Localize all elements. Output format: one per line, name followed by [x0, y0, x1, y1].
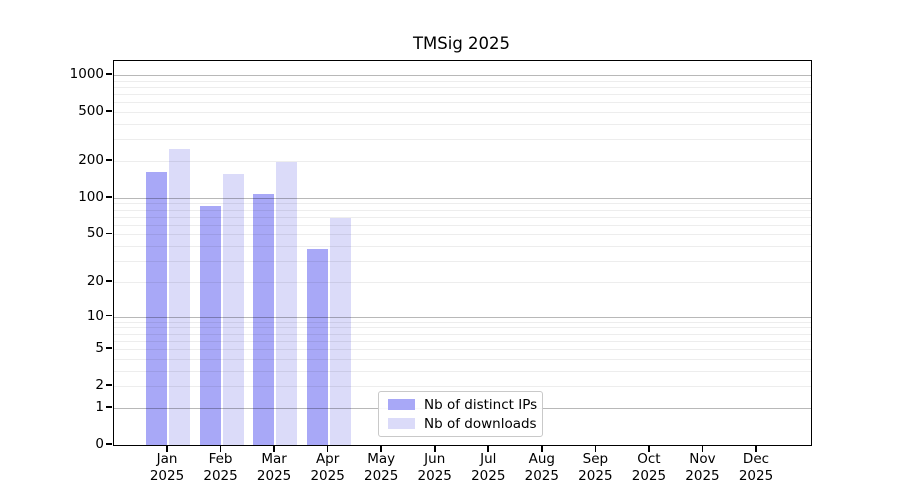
x-tick-label: Jun 2025 [417, 451, 452, 484]
x-tick-label: Sep 2025 [578, 451, 613, 484]
plot-area [113, 60, 812, 446]
x-tick-mark [755, 446, 757, 452]
gridline [114, 216, 811, 218]
x-tick-mark [487, 446, 490, 452]
gridline [114, 321, 811, 323]
y-tick-label: 100 [78, 188, 104, 205]
x-tick-mark [701, 446, 704, 452]
legend-item-downloads: Nb of downloads [388, 416, 537, 432]
y-tick-mark [106, 110, 112, 112]
y-tick-label: 200 [78, 152, 104, 168]
gridline [114, 340, 811, 342]
x-tick-label: Feb 2025 [203, 451, 238, 484]
x-tick-label: Apr 2025 [310, 451, 345, 484]
x-tick-mark [219, 446, 222, 452]
x-tick-mark [648, 446, 650, 452]
gridline [114, 112, 811, 114]
x-tick-mark [326, 446, 329, 452]
legend-swatch-distinct-ips [388, 399, 415, 410]
bar-downloads-jan [169, 149, 190, 445]
x-tick-mark [541, 446, 543, 452]
x-tick-label: Dec 2025 [738, 451, 774, 484]
y-tick-label: 500 [78, 103, 104, 120]
y-tick-mark [106, 347, 112, 349]
gridline [114, 386, 811, 388]
gridline [114, 358, 811, 360]
y-tick-label: 2 [95, 377, 104, 394]
y-tick-mark [106, 232, 112, 235]
gridline [114, 75, 811, 77]
gridline [114, 261, 811, 263]
gridline [114, 86, 811, 88]
gridline [114, 234, 811, 236]
x-tick-mark [166, 446, 168, 452]
gridline [114, 161, 811, 162]
y-tick-mark [106, 384, 112, 386]
gridline [114, 197, 811, 199]
x-tick-mark [273, 446, 275, 452]
gridline [114, 94, 811, 96]
x-tick-mark [380, 446, 382, 452]
x-tick-mark [594, 446, 597, 452]
gridline [114, 203, 811, 205]
gridline [114, 209, 811, 211]
bar-distinct-ips-mar [253, 194, 275, 445]
gridline [114, 246, 811, 248]
y-tick-label: 1 [95, 398, 104, 415]
x-tick-label: Oct 2025 [631, 451, 667, 484]
legend-item-distinct-ips: Nb of distinct IPs [388, 397, 537, 413]
bar-downloads-feb [222, 173, 244, 445]
bar-distinct-ips-feb [199, 206, 221, 445]
bar-distinct-ips-apr [306, 248, 328, 445]
y-tick-label: 0 [95, 436, 104, 452]
y-tick-label: 50 [86, 225, 104, 242]
gridline [114, 333, 811, 335]
y-tick-label: 10 [86, 307, 104, 324]
gridline [114, 316, 811, 318]
y-tick-mark [106, 280, 112, 282]
x-tick-label: May 2025 [363, 451, 399, 484]
y-tick-mark [106, 196, 112, 198]
legend-label-distinct-ips: Nb of distinct IPs [424, 396, 538, 413]
bar-downloads-mar [276, 162, 298, 445]
y-tick-mark [106, 406, 112, 408]
gridline [114, 102, 811, 104]
x-tick-label: Mar 2025 [256, 451, 292, 484]
y-tick-mark [106, 314, 112, 317]
x-tick-mark [433, 446, 436, 452]
gridline [114, 327, 811, 329]
bar-downloads-apr [329, 218, 351, 445]
gridline [114, 224, 811, 226]
y-tick-mark [106, 159, 112, 161]
gridline [114, 349, 811, 351]
y-tick-mark [106, 443, 112, 445]
x-tick-label: Aug 2025 [524, 451, 559, 484]
gridline [114, 80, 811, 82]
gridline [114, 139, 811, 141]
y-tick-label: 20 [86, 272, 104, 289]
y-tick-label: 1000 [69, 66, 104, 83]
x-tick-label: Jul 2025 [471, 451, 506, 484]
gridline [114, 370, 811, 372]
gridline [114, 124, 811, 126]
gridline [114, 281, 811, 283]
bar-distinct-ips-jan [146, 171, 167, 445]
chart-title: TMSig 2025 [412, 34, 511, 53]
x-tick-label: Jan 2025 [149, 451, 185, 484]
y-tick-label: 5 [95, 340, 104, 357]
legend: Nb of distinct IPs Nb of downloads [378, 391, 543, 437]
y-tick-mark [106, 73, 112, 75]
legend-label-downloads: Nb of downloads [424, 415, 537, 432]
legend-swatch-downloads [388, 418, 415, 429]
x-tick-label: Nov 2025 [685, 451, 720, 484]
